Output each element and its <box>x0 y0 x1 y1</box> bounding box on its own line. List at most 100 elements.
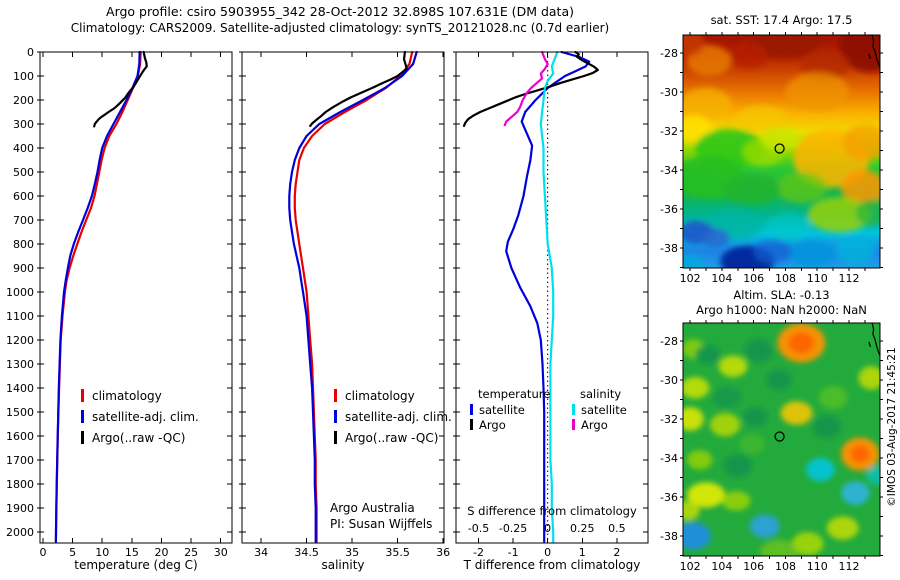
coastline-islet <box>868 53 872 59</box>
legend-label: climatology <box>92 389 162 403</box>
field-blob <box>855 199 880 227</box>
map-y-tick-label: -38 <box>660 530 678 543</box>
depth-tick-label: 900 <box>13 262 34 275</box>
legend-item-satellite-clim: satellite-adj. clim. <box>81 407 199 428</box>
s-tick-label: 0 <box>544 522 551 535</box>
legend-item-satellite-t: satellite <box>470 403 550 418</box>
field-blob <box>736 105 788 133</box>
field-blob <box>799 49 851 81</box>
field-blob <box>780 401 813 425</box>
imos-credit: ©IMOS 03-Aug-2017 21:45:21 <box>886 347 898 507</box>
argo-raw-curve <box>309 50 408 128</box>
x-tick-label: 0 <box>544 546 551 559</box>
map-x-tick-label: 106 <box>743 560 764 573</box>
field-blob <box>834 236 877 264</box>
climatology-swatch <box>81 389 84 402</box>
map-y-tick-label: -36 <box>660 203 678 216</box>
x-tick-label: 36 <box>436 546 450 559</box>
x-tick-label: 30 <box>214 546 228 559</box>
field-blob <box>712 386 741 409</box>
map-x-tick-label: 108 <box>775 272 796 285</box>
coastline-islet <box>868 341 872 347</box>
sst-map-frame <box>682 34 881 269</box>
map-x-tick-label: 110 <box>807 272 828 285</box>
legend-label: Argo <box>581 418 608 432</box>
field-blob <box>791 532 824 556</box>
temperature-profile: 0 5 10 15 20 25 300100200300400500600700800900… <box>6 46 233 559</box>
field-blob <box>718 355 748 378</box>
field-blob <box>766 369 792 391</box>
argo-S-diff-curve <box>503 50 549 127</box>
map-x-tick-label: 102 <box>680 272 701 285</box>
legend-label: Argo(..raw -QC) <box>92 431 186 445</box>
legend-column-title: salinity <box>580 387 622 401</box>
legend-item-satellite-s: satellite <box>572 403 627 418</box>
satellite-adj-clim-curve <box>288 50 418 543</box>
field-blob <box>826 516 859 540</box>
field-blob <box>683 35 705 57</box>
field-blob <box>729 41 768 69</box>
sla-map-blobs <box>683 323 880 556</box>
legend-column-title: temperature <box>478 387 551 401</box>
argo-T-diff-curve <box>462 50 599 128</box>
x-tick-label: 25 <box>184 546 198 559</box>
x-tick-label: 20 <box>154 546 168 559</box>
temperature-axis-label: temperature (deg C) <box>74 558 198 572</box>
field-blob <box>775 171 827 204</box>
field-blob <box>683 522 711 550</box>
pi-annotation: Argo Australia PI: Susan Wijffels <box>330 500 432 532</box>
field-blob <box>710 413 741 437</box>
sst-map-blobs <box>683 35 880 268</box>
salinity-profile: 34 34.5 35 35.5 36 <box>239 50 450 559</box>
depth-tick-label: 1200 <box>6 334 34 347</box>
legend-item-climatology: climatology <box>81 386 199 407</box>
depth-tick-label: 100 <box>13 70 34 83</box>
legend-label: satellite-adj. clim. <box>92 410 199 424</box>
sst-map-title: sat. SST: 17.4 Argo: 17.5 <box>710 13 853 27</box>
legend-item-argo-t: Argo <box>470 418 550 433</box>
s-difference-axis-label: S difference from climatology <box>467 504 637 518</box>
profile-location-marker <box>774 143 785 154</box>
sla-map-field <box>683 323 880 556</box>
x-tick-label: 34 <box>254 546 268 559</box>
x-tick-label: 35.5 <box>385 546 410 559</box>
field-blob <box>790 240 835 268</box>
argo-s-swatch <box>572 419 575 430</box>
depth-tick-label: 300 <box>13 118 34 131</box>
satellite-s-swatch <box>572 404 575 415</box>
sst-map: 102 104 106 108 110 112 -28 -30 -32 -34 -36 -38 <box>660 32 883 285</box>
climatology-curve <box>54 50 142 543</box>
annotation-line: PI: Susan Wijffels <box>330 517 433 531</box>
map-y-tick-label: -30 <box>660 374 678 387</box>
satellite-adj-clim-curve <box>54 50 141 543</box>
salinity-profile-frame <box>241 51 445 544</box>
legend-label: Argo <box>479 418 506 432</box>
field-blob <box>694 344 721 365</box>
map-x-tick-label: 112 <box>839 560 860 573</box>
legend-label: climatology <box>345 389 415 403</box>
field-blob <box>785 72 850 112</box>
field-blob <box>841 481 870 505</box>
map-x-tick-label: 102 <box>680 560 701 573</box>
depth-tick-label: 600 <box>13 190 34 203</box>
field-blob <box>683 377 710 399</box>
map-x-tick-label: 110 <box>807 560 828 573</box>
legend-item-climatology: climatology <box>334 386 452 407</box>
x-tick-label: 0 <box>39 546 46 559</box>
legend-item-satellite-clim: satellite-adj. clim. <box>334 407 452 428</box>
argo-swatch <box>334 431 337 444</box>
legend-label: satellite <box>581 403 627 417</box>
map-y-tick-label: -28 <box>660 47 678 60</box>
map-x-tick-label: 104 <box>711 272 732 285</box>
x-tick-label: 5 <box>69 546 76 559</box>
legend-item-argo: Argo(..raw -QC) <box>81 428 199 449</box>
depth-tick-label: 0 <box>27 46 34 59</box>
coastline <box>871 323 880 356</box>
field-blob <box>753 240 792 264</box>
field-blob <box>760 539 799 556</box>
field-blob <box>842 125 880 161</box>
argo-swatch <box>81 431 84 444</box>
map-y-tick-label: -34 <box>660 164 678 177</box>
legend-item-argo: Argo(..raw -QC) <box>334 428 452 449</box>
satellite-clim-swatch <box>334 410 337 423</box>
